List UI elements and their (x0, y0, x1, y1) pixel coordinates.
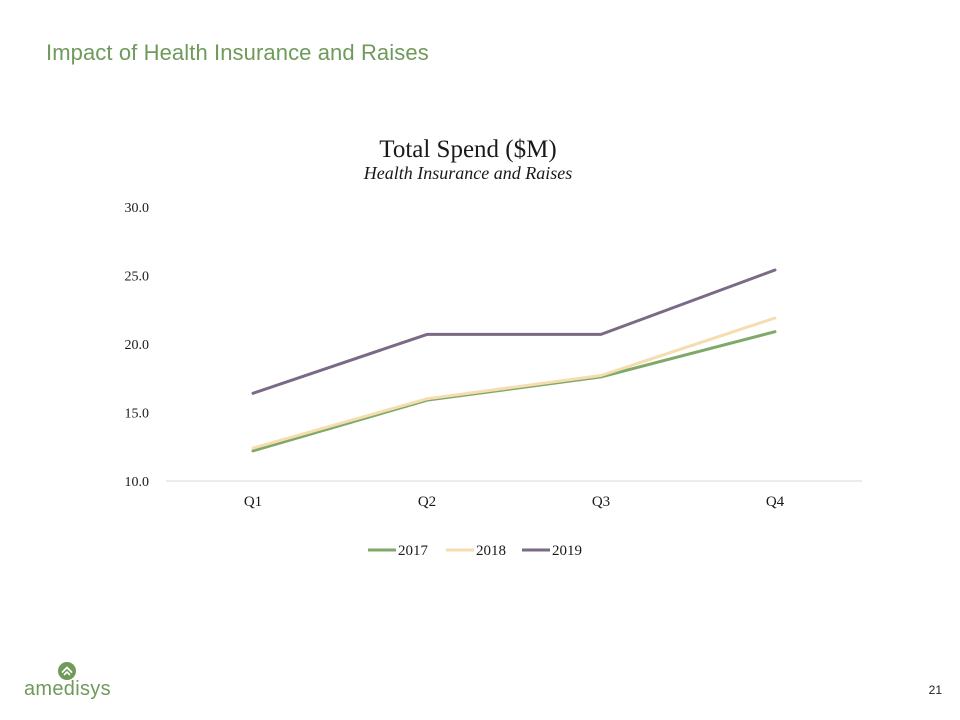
y-tick-label: 25.0 (125, 270, 150, 285)
y-tick-label: 20.0 (125, 338, 150, 353)
slide-title: Impact of Health Insurance and Raises (46, 40, 429, 65)
x-tick-label: Q4 (766, 494, 785, 510)
x-tick-label: Q2 (418, 494, 436, 510)
y-tick-label: 15.0 (125, 407, 150, 422)
series-line-2017 (251, 330, 777, 453)
page-number: 21 (928, 683, 942, 697)
legend-label-2019: 2019 (552, 543, 582, 559)
x-tick-label: Q1 (244, 494, 262, 510)
y-tick-label: 30.0 (125, 201, 150, 216)
y-tick-label: 10.0 (125, 475, 150, 490)
x-tick-label: Q3 (592, 494, 610, 510)
chart-title: Total Spend ($M) (379, 136, 557, 163)
chart-subtitle: Health Insurance and Raises (363, 163, 573, 183)
series-line-2019 (251, 268, 777, 395)
amedisys-logo: amedisys (24, 662, 112, 702)
house-icon (58, 662, 76, 680)
legend-label-2018: 2018 (476, 543, 506, 559)
series-line-2018 (251, 316, 777, 450)
logo-wordmark: amedisys (24, 678, 111, 700)
legend-label-2017: 2017 (398, 543, 429, 559)
